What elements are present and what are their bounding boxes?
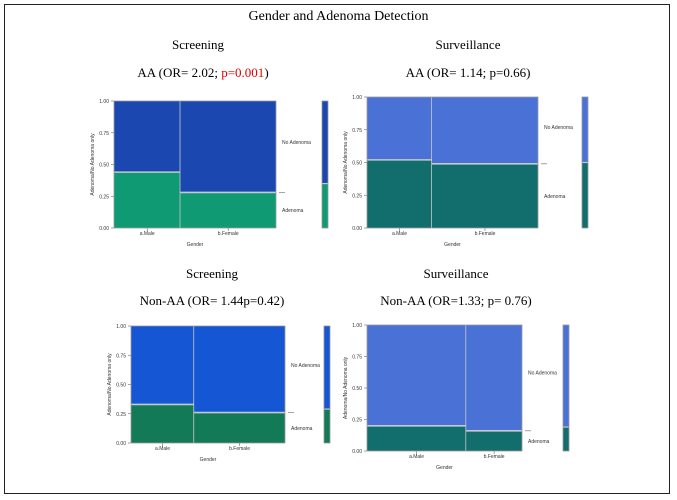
panel-3-y-tick-label: 0.75 <box>116 353 126 359</box>
figure-frame <box>4 4 670 494</box>
panel-3-marginal-bar-frame <box>323 325 331 444</box>
panel-4-cell-adenoma-2 <box>466 430 522 451</box>
panel-2-x-tick-label: b.Female <box>475 231 496 237</box>
panel-4-y-tick-label: 0.25 <box>352 418 362 424</box>
panel-1-cell-adenoma-1 <box>114 172 181 228</box>
panel-1-subtitle-end: ) <box>264 65 269 80</box>
panel-1-cell-no-adenoma-1 <box>114 101 181 173</box>
panel-4-y-tick-label: 0.75 <box>352 355 362 361</box>
panel-2-marginal-bar-frame <box>581 96 589 229</box>
panel-3-y-tick-label: 1.00 <box>116 324 126 330</box>
panel-1-y-tick-label: 0.50 <box>99 163 109 169</box>
panel-2-cell-no-adenoma-1 <box>367 97 432 160</box>
panel-2-subtitle: AA (OR= 1.14; p=0.66) <box>405 65 531 80</box>
panel-1-label-adenoma: Adenoma <box>282 208 304 214</box>
panel-2-y-axis-label: Adenoma/No Adenoma only <box>343 131 349 194</box>
panel-3-label-adenoma: Adenoma <box>291 426 313 432</box>
panel-4-label-no-adenoma: No Adenoma <box>528 371 557 377</box>
panel-3-y-tick-label: 0.50 <box>116 383 126 389</box>
panel-2-label-no-adenoma: No Adenoma <box>544 125 573 131</box>
panel-3-title: Screening <box>186 266 238 281</box>
panel-4-label-adenoma: Adenoma <box>528 439 550 445</box>
panel-2-y-tick-label: 0.00 <box>352 226 362 232</box>
panel-3-subtitle: Non-AA (OR= 1.44p=0.42) <box>139 293 285 308</box>
panel-4-y-tick-label: 0.00 <box>352 449 362 455</box>
panel-2-marginal-bar-no-adenoma <box>582 97 588 163</box>
panel-3-marginal-bar-no-adenoma <box>324 326 330 410</box>
panel-2-marginal-bar-adenoma <box>582 162 588 228</box>
panel-3-y-axis-label: Adenoma/No Adenoma only <box>107 353 113 416</box>
panel-1-pvalue: p=0.001 <box>221 65 265 80</box>
panel-2-title: Surveillance <box>435 37 501 52</box>
panel-1-label-no-adenoma: No Adenoma <box>282 140 311 146</box>
figure-title: Gender and Adenoma Detection <box>248 9 429 24</box>
panel-4-cell-no-adenoma-2 <box>466 325 522 431</box>
panel-1-subtitle: AA (OR= 2.02; p=0.001) <box>73 65 333 81</box>
panel-3-label-no-adenoma: No Adenoma <box>291 363 320 369</box>
panel-1-y-tick-label: 0.75 <box>99 131 109 137</box>
panel-2-cell-adenoma-1 <box>367 159 432 228</box>
panel-1-y-tick-label: 1.00 <box>99 99 109 105</box>
panel-1-x-axis-label: Gender <box>187 242 204 248</box>
panel-1-cell-no-adenoma-2 <box>180 101 276 193</box>
panel-2-x-axis-label: Gender <box>444 242 461 248</box>
panel-3-x-tick-label: b.Female <box>229 446 250 452</box>
panel-3-cell-no-adenoma-1 <box>131 326 195 405</box>
panel-4-x-tick-label: b.Female <box>484 454 505 460</box>
panel-2-cell-adenoma-2 <box>431 163 538 228</box>
panel-3-y-tick-label: 0.00 <box>116 441 126 447</box>
panel-3-cell-adenoma-1 <box>131 404 195 443</box>
panel-4-marginal-bar-no-adenoma <box>563 325 569 428</box>
panel-2-x-tick-label: a.Male <box>392 231 407 237</box>
panel-3-cell-no-adenoma-2 <box>194 326 285 413</box>
panel-2-plot-frame <box>366 96 539 229</box>
panel-2-y-tick-label: 1.00 <box>352 95 362 101</box>
panel-4-x-tick-label: a.Male <box>409 454 424 460</box>
panel-2-y-tick-label: 0.25 <box>352 193 362 199</box>
panel-1-cell-adenoma-2 <box>180 192 276 228</box>
panel-1-marginal-bar-no-adenoma <box>322 101 328 184</box>
panel-4-marginal-bar-frame <box>562 324 570 452</box>
panel-1-plot-frame <box>113 100 277 229</box>
panel-2-y-tick-label: 0.50 <box>352 161 362 167</box>
panel-4-x-axis-label: Gender <box>436 465 453 471</box>
panel-4-y-tick-label: 0.50 <box>352 386 362 392</box>
panel-3-cell-adenoma-2 <box>194 412 285 443</box>
panel-1-marginal-bar-frame <box>321 100 329 229</box>
panel-1-x-tick-label: a.Male <box>140 231 155 237</box>
panel-3-x-axis-label: Gender <box>200 457 217 463</box>
panel-4-cell-no-adenoma-1 <box>367 325 467 426</box>
panel-1-x-tick-label: b.Female <box>218 231 239 237</box>
panel-1-marginal-bar-adenoma <box>322 183 328 228</box>
panel-1-y-axis-label: Adenoma/No Adenoma only <box>90 133 96 196</box>
panel-4-cell-adenoma-1 <box>367 425 467 451</box>
panel-2-cell-no-adenoma-2 <box>431 97 538 164</box>
panel-1-y-tick-label: 0.00 <box>99 226 109 232</box>
panel-4-y-axis-label: Adenoma/No Adenoma only <box>343 356 349 419</box>
panel-4-subtitle: Non-AA (OR=1.33; p= 0.76) <box>380 293 532 308</box>
panel-1-title: Screening <box>172 37 224 52</box>
panel-4-marginal-bar-adenoma <box>563 427 569 451</box>
panel-1-y-tick-label: 0.25 <box>99 194 109 200</box>
panel-4-plot-frame <box>366 324 523 452</box>
panel-3-y-tick-label: 0.25 <box>116 412 126 418</box>
panel-2-y-tick-label: 0.75 <box>352 128 362 134</box>
panel-2-label-adenoma: Adenoma <box>544 194 566 200</box>
panel-1-subtitle-text: AA (OR= 2.02; <box>137 65 222 80</box>
panel-4-y-tick-label: 1.00 <box>352 323 362 329</box>
panel-3-x-tick-label: a.Male <box>155 446 170 452</box>
panel-3-plot-frame <box>130 325 286 444</box>
panel-3-marginal-bar-adenoma <box>324 409 330 443</box>
panel-4-title: Surveillance <box>423 266 489 281</box>
